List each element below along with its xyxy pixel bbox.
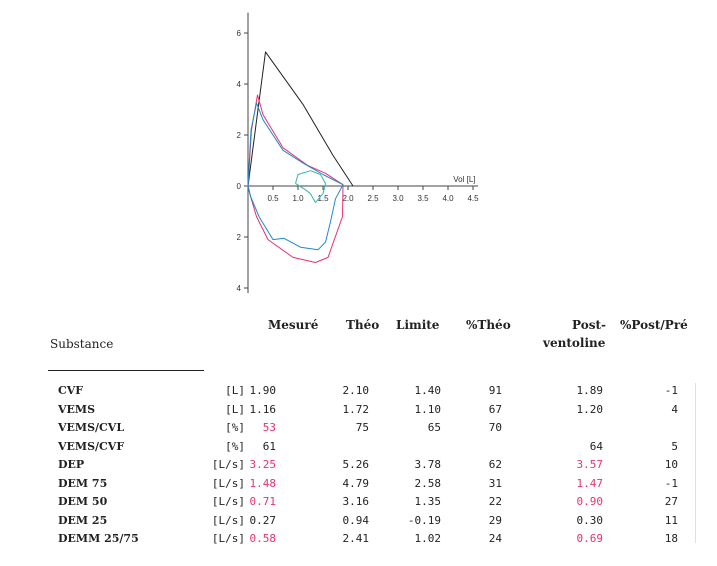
cell-post: 1.20 [576, 402, 604, 416]
x-tick-label: 3.5 [417, 194, 429, 203]
row-unit: [%] [225, 421, 245, 434]
cell-pct-post-pre: 27 [664, 495, 678, 508]
row-unit: [L/s] [211, 458, 245, 471]
cell-mesure: 53 [262, 421, 276, 434]
cell-theo: 2.41 [342, 532, 370, 545]
header-post-line2: ventoline [543, 336, 606, 350]
row-label: DEM 50 [58, 495, 108, 508]
header-substance: Substance [50, 337, 114, 351]
x-tick-label: 1.5 [317, 194, 329, 203]
series-line-pre [247, 102, 344, 251]
cell-pct-theo: 62 [488, 458, 502, 471]
cell-pct-theo: 29 [488, 513, 502, 527]
row-label: DEM 25 [58, 513, 108, 527]
cell-mesure: 0.58 [249, 532, 277, 545]
series-line-aux [295, 170, 326, 204]
cell-pct-theo: 91 [488, 384, 502, 397]
cell-mesure: 3.25 [249, 458, 277, 471]
cell-theo: 0.94 [342, 513, 370, 527]
y-tick-label: 4 [237, 284, 242, 293]
x-tick-label: 2.5 [367, 194, 379, 203]
cell-post: 1.47 [576, 476, 604, 490]
cell-pct-post-pre: 5 [671, 439, 678, 453]
row-label: DEM 75 [58, 476, 108, 490]
row-unit: [L] [225, 402, 245, 416]
x-tick-label: 2.0 [342, 194, 354, 203]
cell-limite: -0.19 [407, 513, 441, 527]
cell-limite: 1.40 [414, 384, 442, 397]
x-tick-label: 0.5 [267, 194, 279, 203]
cell-mesure: 0.27 [249, 513, 277, 527]
cell-pct-theo: 24 [488, 532, 502, 545]
header-theo: Théo [346, 318, 380, 332]
cell-mesure: 1.48 [249, 476, 277, 490]
cell-post: 0.30 [576, 513, 604, 527]
row-label: DEP [58, 458, 85, 471]
row-unit: [L/s] [211, 495, 245, 508]
header-post-line1: Post- [572, 318, 606, 332]
cell-pct-post-pre: 4 [671, 402, 678, 416]
y-tick-label: 2 [237, 233, 242, 242]
cell-mesure: 0.71 [249, 495, 277, 508]
x-tick-label: 4.0 [442, 194, 454, 203]
cell-pct-theo: 67 [488, 402, 502, 416]
table-right-edge [695, 383, 696, 543]
cell-limite: 1.02 [414, 532, 442, 545]
cell-limite: 3.78 [414, 458, 442, 471]
cell-pct-theo: 70 [488, 421, 502, 434]
x-tick-label: 1.0 [292, 194, 304, 203]
row-unit: [L/s] [211, 513, 245, 527]
cell-pct-post-pre: 11 [664, 513, 678, 527]
cell-mesure: 61 [262, 439, 276, 453]
x-axis-label: Vol [L] [453, 175, 475, 184]
header-mesure: Mesuré [268, 318, 319, 332]
series-line-theoretical [247, 51, 354, 187]
row-label: CVF [58, 384, 84, 397]
cell-limite: 65 [427, 421, 441, 434]
cell-limite: 1.10 [414, 402, 442, 416]
row-label: DEMM 25/75 [58, 532, 139, 545]
cell-post: 3.57 [576, 458, 604, 471]
table-separator [48, 370, 204, 371]
flow-volume-chart: 0.5 1.0 1.5 2.0 2.5 3.0 3.5 4.0 4.5 0 2 4 6 2 4 Vol [L] [237, 12, 479, 294]
y-tick-label: 4 [237, 80, 242, 89]
cell-theo: 75 [355, 421, 369, 434]
cell-post: 1.89 [576, 384, 604, 397]
cell-post: 64 [589, 439, 603, 453]
header-limite: Limite [396, 318, 440, 332]
cell-theo: 1.72 [342, 402, 370, 416]
cell-theo: 2.10 [342, 384, 370, 397]
header-pct-theo: %Théo [466, 318, 511, 332]
cell-theo: 3.16 [342, 495, 370, 508]
cell-post: 0.90 [576, 495, 604, 508]
cell-theo: 4.79 [342, 476, 370, 490]
row-label: VEMS [58, 402, 96, 416]
cell-pct-post-pre: 18 [664, 532, 678, 545]
cell-limite: 2.58 [414, 476, 442, 490]
cell-pct-theo: 31 [488, 476, 502, 490]
cell-pct-post-pre: -1 [664, 384, 678, 397]
cell-limite: 1.35 [414, 495, 442, 508]
row-label: VEMS/CVF [58, 439, 125, 453]
header-pct-post-pre: %Post/Pré [620, 318, 688, 332]
cell-pct-theo: 22 [488, 495, 502, 508]
x-tick-label: 3.0 [392, 194, 404, 203]
cell-mesure: 1.16 [249, 402, 277, 416]
row-unit: [L] [225, 384, 245, 397]
y-tick-label: 0 [237, 182, 242, 191]
row-unit: [%] [225, 439, 245, 453]
row-unit: [L/s] [211, 476, 245, 490]
cell-pct-post-pre: -1 [664, 476, 678, 490]
row-label: VEMS/CVL [58, 421, 125, 434]
cell-post: 0.69 [576, 532, 604, 545]
y-tick-label: 2 [237, 131, 242, 140]
row-unit: [L/s] [211, 532, 245, 545]
series-line-post [247, 94, 344, 263]
cell-pct-post-pre: 10 [664, 458, 678, 471]
cell-theo: 5.26 [342, 458, 370, 471]
x-tick-label: 4.5 [467, 194, 479, 203]
y-tick-label: 6 [237, 29, 242, 38]
cell-mesure: 1.90 [249, 384, 277, 397]
